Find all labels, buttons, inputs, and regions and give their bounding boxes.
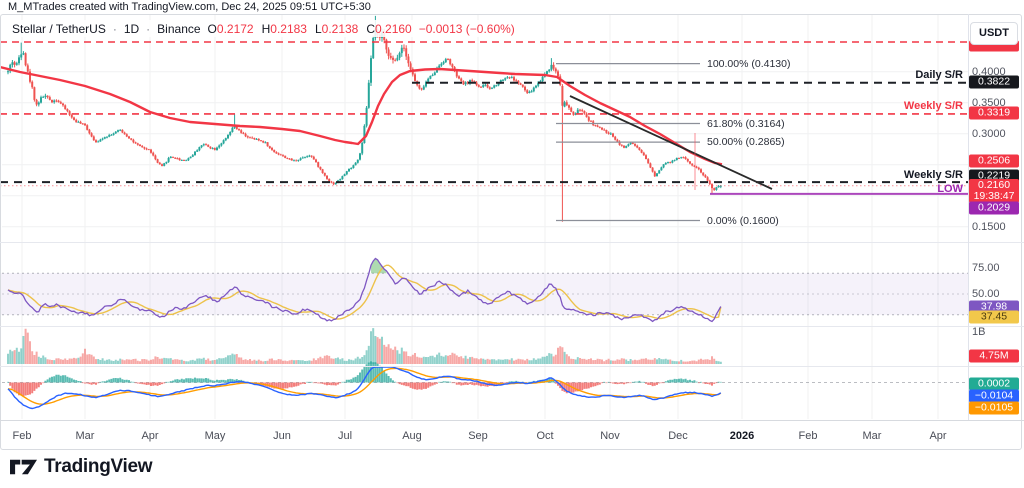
legend-c-value: C0.2160 xyxy=(366,21,412,36)
sr-label-weekly-s-r: Weekly S/R xyxy=(903,100,963,112)
price-tick-50.00: 50.00 xyxy=(972,288,1000,300)
price-tick-1B: 1B xyxy=(972,325,986,338)
price-tick-0.1500: 0.1500 xyxy=(972,220,1006,233)
time-label-Mar: Mar xyxy=(75,430,95,442)
time-label-2026: 2026 xyxy=(729,430,755,442)
fib-level-label: 100.00% (0.4130) xyxy=(707,57,791,70)
price-label-clipped xyxy=(969,40,1019,52)
pane-separator-macd[interactable] xyxy=(0,366,1024,367)
time-axis-separator xyxy=(0,420,1024,421)
price-label-0.2506: 0.2506 xyxy=(969,154,1019,168)
sr-label-weekly-s-r: Weekly S/R xyxy=(903,169,963,181)
price-label-37.45: 37.45 xyxy=(969,310,1019,324)
attribution-text: M_MTrades created with TradingView.com, … xyxy=(8,1,371,13)
time-label-May: May xyxy=(204,430,226,442)
tradingview-glyph-icon xyxy=(10,459,37,475)
price-tick-0.4000: 0.4000 xyxy=(972,65,1006,78)
time-label-Feb: Feb xyxy=(12,430,32,442)
symbol-legend[interactable]: Stellar / TetherUS · 1D · Binance O0.2172 H0.… xyxy=(10,20,521,37)
price-label-−0.0104: −0.0104 xyxy=(969,389,1019,403)
legend-change-value: −0.0013 (−0.60%) xyxy=(418,21,515,36)
pane-separator-rsi[interactable] xyxy=(0,242,1024,243)
macd-pane[interactable] xyxy=(0,367,968,420)
tradingview-logo[interactable]: TradingView xyxy=(10,456,153,478)
time-label-Aug: Aug xyxy=(402,430,422,442)
fib-level-label: 0.00% (0.1600) xyxy=(707,214,779,227)
rsi-pane[interactable] xyxy=(0,243,968,326)
price-label-4.75M: 4.75M xyxy=(969,349,1019,363)
time-label-Apr: Apr xyxy=(929,430,947,442)
chart-canvas xyxy=(0,15,968,419)
time-label-Jul: Jul xyxy=(337,430,353,442)
price-tick-0.3000: 0.3000 xyxy=(972,127,1006,140)
price-label-0.3822: 0.3822 xyxy=(969,75,1019,89)
price-pane[interactable] xyxy=(0,14,968,242)
legend-ohlc-values: O0.2172 H0.2183 L0.2138 C0.2160 xyxy=(208,22,412,36)
sr-label-low: LOW xyxy=(937,183,963,195)
pane-separator-volume[interactable] xyxy=(0,326,1024,327)
time-label-Feb: Feb xyxy=(798,430,818,442)
sr-label-daily-s-r: Daily S/R xyxy=(915,69,963,81)
time-label-Mar: Mar xyxy=(862,430,882,442)
interval-label: 1D xyxy=(123,21,140,36)
price-label-0.2160: 0.2160 19:38:47 xyxy=(969,179,1019,203)
price-label-0.2029: 0.2029 xyxy=(969,201,1019,215)
time-label-Sep: Sep xyxy=(468,430,488,442)
time-label-Dec: Dec xyxy=(668,430,688,442)
time-label-Jun: Jun xyxy=(273,430,291,442)
symbol-title: Stellar / TetherUS xyxy=(12,21,106,36)
price-label-0.3319: 0.3319 xyxy=(969,106,1019,120)
price-axis-separator xyxy=(968,14,969,420)
volume-pane[interactable] xyxy=(0,327,968,366)
time-label-Oct: Oct xyxy=(536,430,554,442)
legend-h-value: H0.2183 xyxy=(261,21,307,36)
exchange-label: Binance xyxy=(157,21,201,36)
time-label-Nov: Nov xyxy=(600,430,620,442)
price-label-37.98: 37.98 xyxy=(969,300,1019,313)
brand-text: TradingView xyxy=(44,456,153,477)
fib-level-label: 61.80% (0.3164) xyxy=(707,117,785,130)
price-label-0.0002: 0.0002 xyxy=(969,377,1019,391)
price-label-0.2219: 0.2219 xyxy=(969,169,1019,182)
price-tick-75.00: 75.00 xyxy=(972,262,1000,274)
time-label-Apr: Apr xyxy=(141,430,159,442)
legend-l-value: L0.2138 xyxy=(314,21,359,36)
price-tick-0.3500: 0.3500 xyxy=(972,96,1006,109)
currency-toggle-button[interactable]: USDT xyxy=(970,22,1018,45)
price-label-−0.0105: −0.0105 xyxy=(969,401,1019,415)
legend-o-value: O0.2172 xyxy=(207,21,254,36)
fib-level-label: 50.00% (0.2865) xyxy=(707,136,785,149)
